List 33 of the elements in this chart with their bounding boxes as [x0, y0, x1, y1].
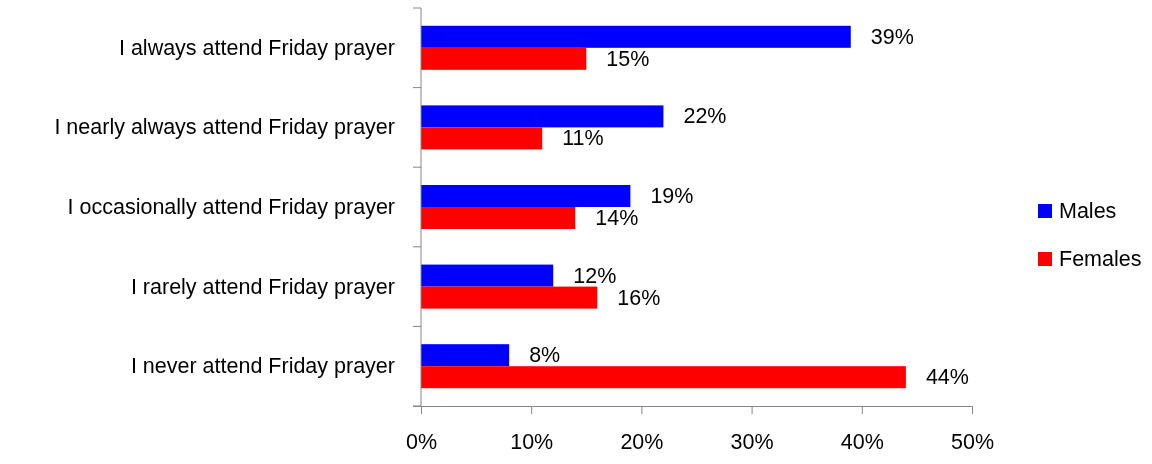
data-label: 15% — [606, 46, 650, 71]
data-label: 22% — [683, 104, 727, 129]
bar — [421, 47, 587, 70]
data-label: 16% — [617, 285, 661, 310]
data-label: 12% — [573, 263, 617, 288]
bar — [421, 344, 510, 367]
x-tick-label: 50% — [950, 430, 995, 455]
bar — [421, 207, 576, 230]
y-tick-label: I occasionally attend Friday prayer — [67, 195, 395, 219]
data-label: 8% — [529, 343, 561, 368]
bar — [421, 264, 554, 287]
y-tick-label: I always attend Friday prayer — [118, 35, 395, 60]
bar — [421, 366, 906, 389]
y-tick-label: I rarely attend Friday prayer — [130, 274, 395, 299]
bar — [421, 105, 664, 128]
x-tick-label: 10% — [510, 430, 554, 455]
data-label: 19% — [650, 184, 694, 208]
data-label: 14% — [595, 206, 639, 230]
bar — [421, 127, 543, 150]
legend-label: Males — [1059, 199, 1117, 223]
x-tick-label: 30% — [730, 430, 774, 455]
data-label: 39% — [870, 24, 914, 49]
bar — [421, 25, 851, 48]
y-tick-label: I nearly always attend Friday prayer — [54, 115, 395, 140]
x-tick-label: 20% — [620, 430, 664, 455]
data-label: 11% — [562, 126, 604, 151]
x-tick-label: 0% — [405, 430, 438, 455]
bar — [421, 286, 598, 309]
y-tick-label: I never attend Friday prayer — [130, 354, 395, 379]
x-tick-label: 40% — [840, 430, 884, 455]
legend-label: Females — [1059, 247, 1142, 271]
bar — [421, 184, 631, 207]
data-label: 44% — [925, 365, 969, 390]
